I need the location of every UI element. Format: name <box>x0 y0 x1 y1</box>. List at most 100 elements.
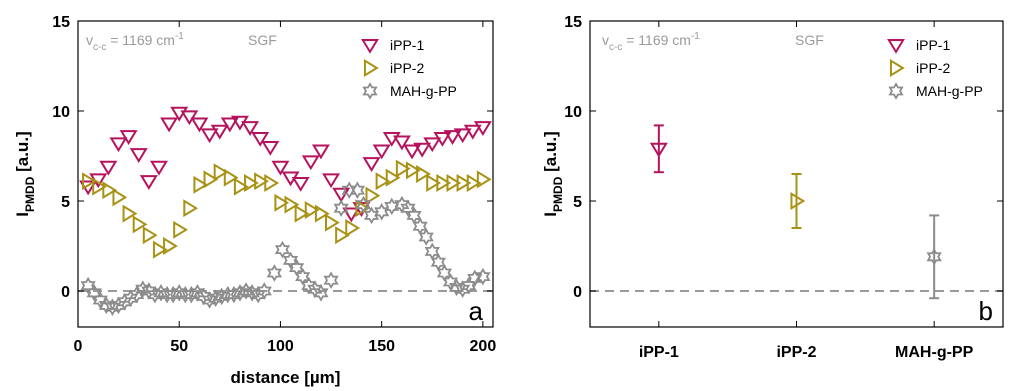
data-point <box>220 285 236 304</box>
annotation-v: v <box>86 32 93 48</box>
legend-marker <box>888 82 904 100</box>
panel-b-chart: 0 5 10 15 iPP-1 iPP-2 MAH-g-PP IPMDD [a.u.] vc-c… <box>541 14 1004 361</box>
legend-marker <box>363 59 379 77</box>
x-tick-label: 50 <box>170 338 188 355</box>
data-point <box>413 142 432 158</box>
plot-frame <box>77 20 494 328</box>
mean-point <box>649 142 668 158</box>
data-point <box>254 172 269 191</box>
data-point <box>372 144 391 160</box>
data-point <box>226 285 242 304</box>
y-axis-label-subscript: PMDD <box>551 176 565 212</box>
data-point <box>304 201 320 219</box>
data-point <box>395 159 411 178</box>
x-tick-label: 150 <box>368 338 395 355</box>
data-point <box>203 170 219 189</box>
data-point <box>86 284 102 302</box>
legend: iPP-1 iPP-2 MAH-g-PP <box>361 37 457 100</box>
data-point <box>332 187 351 203</box>
annotation-equals: = 1169 cm <box>622 32 691 48</box>
data-point <box>282 251 299 270</box>
legend-marker <box>887 38 905 54</box>
x-category-label: iPP-2 <box>776 344 816 361</box>
mean-point <box>926 248 942 266</box>
data-point <box>342 207 361 223</box>
data-point <box>180 110 199 126</box>
data-point <box>251 131 270 147</box>
data-point <box>433 131 452 147</box>
data-point <box>345 219 361 237</box>
y-tick-label: 5 <box>573 194 582 211</box>
data-point <box>322 173 341 189</box>
data-point <box>365 186 381 205</box>
data-point <box>385 168 401 187</box>
data-point <box>443 130 462 145</box>
y-axis-label-unit: [a.u.] <box>13 131 32 176</box>
data-point <box>82 172 97 191</box>
data-point <box>244 174 259 192</box>
data-point <box>142 226 158 245</box>
data-point <box>220 117 239 133</box>
series-mah-g-pp <box>926 214 942 300</box>
data-point <box>183 285 199 304</box>
data-point <box>314 204 330 223</box>
data-point <box>375 172 391 191</box>
legend: iPP-1 iPP-2 MAH-g-PP <box>887 37 983 100</box>
data-point <box>200 128 219 144</box>
legend-label: iPP-1 <box>916 37 950 53</box>
data-point <box>349 181 365 199</box>
annotation-equals: = 1169 cm <box>106 32 175 48</box>
x-category-label: iPP-1 <box>639 344 679 361</box>
data-point <box>129 285 145 304</box>
data-point <box>152 240 168 259</box>
data-point <box>190 117 209 133</box>
data-point <box>99 160 118 176</box>
x-axis-label: distance [µm] <box>231 368 341 387</box>
data-point <box>223 168 239 187</box>
data-point <box>473 121 492 136</box>
data-point <box>325 213 340 232</box>
data-point <box>436 174 452 192</box>
data-point <box>193 175 209 194</box>
data-point <box>405 161 421 180</box>
panel-label: a <box>469 296 484 326</box>
data-point <box>466 174 482 192</box>
data-point <box>291 176 310 192</box>
data-point <box>122 204 138 223</box>
data-point <box>177 285 193 304</box>
data-point <box>392 135 411 151</box>
data-point <box>129 148 148 163</box>
data-point <box>424 242 440 261</box>
y-tick-label: 10 <box>52 104 70 121</box>
data-point <box>355 195 372 214</box>
x-tick-label: 0 <box>74 338 83 355</box>
data-point <box>266 264 282 282</box>
data-point <box>403 144 421 160</box>
data-point <box>271 160 290 176</box>
method-annotation: SGF <box>248 32 277 48</box>
data-point <box>150 160 168 176</box>
data-point <box>109 137 128 153</box>
y-axis-label-subscript: PMDD <box>23 176 37 212</box>
data-point <box>456 174 472 192</box>
data-point <box>119 130 138 145</box>
data-point <box>323 271 339 289</box>
data-point <box>102 181 118 200</box>
data-point <box>261 140 280 156</box>
y-axis-label-unit: [a.u.] <box>541 131 560 176</box>
series-ipp-1 <box>79 106 492 223</box>
data-point <box>374 203 390 221</box>
legend-marker <box>361 38 379 54</box>
y-tick-label: 10 <box>564 104 582 121</box>
annotation-v: v <box>602 32 609 48</box>
legend-label: iPP-1 <box>390 37 424 53</box>
y-tick-label: 15 <box>564 14 582 31</box>
data-point <box>442 273 459 291</box>
data-point <box>163 237 178 255</box>
data-point <box>362 157 381 172</box>
x-tick-label: 100 <box>267 338 294 355</box>
method-annotation: SGF <box>795 32 824 48</box>
data-point <box>311 144 330 160</box>
data-point <box>446 174 462 192</box>
